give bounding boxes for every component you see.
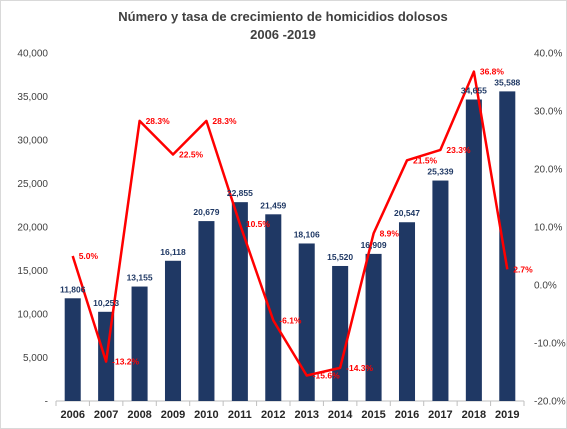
bar-value-label: 15,520 <box>327 252 353 262</box>
line-value-label: 10.5% <box>246 219 271 229</box>
y-tick-label: 15,000 <box>17 266 48 277</box>
y-tick-label: 35,000 <box>17 92 48 103</box>
chart-title: Número y tasa de crecimiento de homicidi… <box>118 9 447 24</box>
chart-subtitle: 2006 -2019 <box>250 27 316 42</box>
bar-value-label: 21,459 <box>260 200 286 210</box>
y2-tick-label: -20.0% <box>534 397 566 408</box>
y-tick-label: 25,000 <box>17 179 48 190</box>
y2-tick-label: -10.0% <box>534 339 566 350</box>
bar-value-label: 20,547 <box>394 208 420 218</box>
bar <box>332 265 349 401</box>
line-value-label: 23.3% <box>446 145 471 155</box>
bar <box>499 91 516 401</box>
labels-group: 11,806 10,253 13,155 16,118 20,679 22,855 21,4… <box>60 67 533 381</box>
x-tick-label: 2019 <box>495 409 519 421</box>
bar <box>231 202 248 401</box>
bars-group <box>64 91 516 402</box>
bar-value-label: 35,588 <box>494 77 520 87</box>
line-value-label: 2.7% <box>513 264 533 274</box>
x-tick-label: 2018 <box>462 409 486 421</box>
line-value-label: 28.3% <box>146 116 171 126</box>
bar-value-label: 11,806 <box>60 284 86 294</box>
line-value-label: 36.8% <box>480 67 505 77</box>
bar-value-label: 16,118 <box>160 247 186 257</box>
growth-line <box>71 70 509 377</box>
x-tick-label: 2012 <box>261 409 285 421</box>
bar <box>298 243 315 401</box>
bar-value-label: 22,855 <box>227 188 253 198</box>
x-tick-label: 2017 <box>428 409 452 421</box>
line-value-label: 28.3% <box>212 116 237 126</box>
line-value-label: 22.5% <box>179 150 204 160</box>
y2-tick-label: 40.0% <box>534 49 562 60</box>
line-value-label: -14.3% <box>346 363 373 373</box>
line-value-label: 21.5% <box>413 155 438 165</box>
y2-tick-label: 20.0% <box>534 165 562 176</box>
y2-tick-label: 0.0% <box>534 281 557 292</box>
bar <box>365 253 382 401</box>
x-tick-label: 2011 <box>228 409 252 421</box>
line-group <box>71 70 509 377</box>
x-tick-label: 2016 <box>395 409 419 421</box>
y-tick-label: 5,000 <box>23 353 48 364</box>
y-tick-label: 10,000 <box>17 310 48 321</box>
bar <box>198 221 215 401</box>
bar <box>131 286 148 401</box>
x-tick-label: 2007 <box>94 409 118 421</box>
x-tick-label: 2008 <box>127 409 151 421</box>
y2-tick-label: 30.0% <box>534 107 562 118</box>
bar <box>432 180 449 401</box>
bar <box>398 222 416 401</box>
x-tick-label: 2013 <box>294 409 318 421</box>
x-tick-label: 2014 <box>328 409 353 421</box>
x-tick-label: 2009 <box>161 409 185 421</box>
line-value-label: -13.2% <box>112 357 139 367</box>
y-tick-label: 40,000 <box>17 49 48 60</box>
bar <box>465 99 482 402</box>
bar-value-label: 13,155 <box>127 273 153 283</box>
line-value-label: 5.0% <box>79 251 99 261</box>
bar-value-label: 25,339 <box>427 167 453 177</box>
line-value-label: 8.9% <box>380 228 400 238</box>
bar <box>164 260 182 401</box>
line-value-label: -15.6% <box>313 370 340 380</box>
bar-value-label: 34,655 <box>461 86 487 96</box>
y-tick-label: 20,000 <box>17 223 48 234</box>
bar-value-label: 20,679 <box>193 207 219 217</box>
bar <box>265 214 282 401</box>
x-tick-label: 2006 <box>60 409 84 421</box>
y-tick-label: 30,000 <box>17 136 48 147</box>
x-tick-label: 2015 <box>361 409 385 421</box>
y2-tick-label: 10.0% <box>534 223 562 234</box>
y-tick-label: - <box>45 397 48 408</box>
bar-value-label: 10,253 <box>93 298 119 308</box>
x-tick-label: 2010 <box>194 409 218 421</box>
bar-value-label: 16,909 <box>361 240 387 250</box>
bar <box>64 298 81 401</box>
bar-value-label: 18,106 <box>294 229 320 239</box>
line-value-label: -6.1% <box>279 315 302 325</box>
